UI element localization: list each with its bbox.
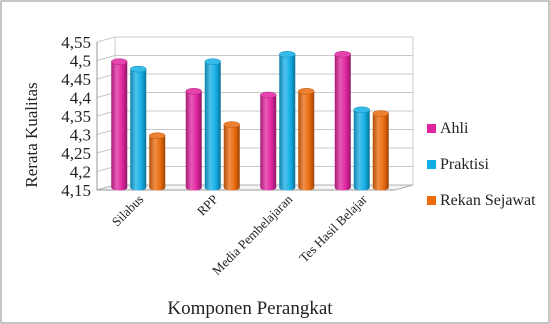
y-tick-label: 4,15 [61, 181, 91, 200]
bar-ahli [185, 88, 202, 191]
bar-body [130, 69, 147, 191]
bar-ahli [260, 91, 277, 191]
bar-top [372, 110, 389, 117]
legend-swatch [427, 124, 436, 133]
legend-label: Rekan Sejawat [440, 192, 536, 209]
bar-top [204, 58, 221, 65]
y-tick-label: 4,35 [61, 107, 91, 126]
bar-rekan-sejawat [149, 132, 166, 191]
bar-body [353, 109, 370, 191]
bar-rekan-sejawat [372, 110, 389, 191]
y-tick-label: 4,2 [70, 163, 91, 182]
y-tick-label: 4,45 [61, 70, 91, 89]
bar-top [260, 91, 277, 99]
bar-body [298, 91, 315, 191]
bar-body [260, 95, 277, 191]
bar-body [111, 61, 128, 191]
bar-top [298, 88, 315, 95]
axes [96, 42, 414, 191]
y-tick-label: 4,3 [70, 126, 91, 145]
y-tick-label: 4,4 [70, 89, 92, 108]
x-axis-label: Komponen Perangkat [167, 298, 333, 319]
legend-swatch [427, 160, 436, 169]
y-tick-label: 4,25 [61, 144, 91, 163]
bars [111, 51, 389, 191]
bar-rekan-sejawat [223, 121, 240, 191]
bar-body [372, 113, 389, 191]
bar-top [130, 65, 147, 73]
y-tick-label: 4,55 [61, 33, 91, 52]
bar-top [223, 121, 240, 128]
bar-top [185, 88, 202, 95]
bar-top [334, 51, 351, 58]
bar-body [204, 61, 221, 191]
bar-body [334, 54, 351, 191]
bar-praktisi [279, 51, 296, 191]
bar-body [223, 124, 240, 191]
bar-praktisi [130, 65, 147, 191]
bar-top [111, 58, 128, 65]
bar-ahli [111, 58, 128, 191]
bar-body [185, 91, 202, 191]
y-tick-label: 4,5 [70, 52, 91, 71]
y-axis-label: Rerata Kualitas [22, 82, 41, 187]
legend-swatch [427, 196, 436, 205]
bar-top [353, 106, 370, 114]
bar-top [149, 132, 166, 139]
bar-body [279, 54, 296, 191]
legend-label: Ahli [440, 120, 469, 137]
y-tick-labels: 4,154,24,254,34,354,44,454,54,55 [61, 33, 91, 200]
bar-praktisi [204, 58, 221, 191]
bar-ahli [334, 51, 351, 191]
bar-body [149, 135, 166, 191]
bar-praktisi [353, 106, 370, 191]
bar-top [279, 51, 296, 58]
legend-label: Praktisi [440, 156, 489, 173]
bar-rekan-sejawat [298, 88, 315, 191]
legend: Ahli Praktisi Rekan Sejawat [427, 120, 536, 209]
